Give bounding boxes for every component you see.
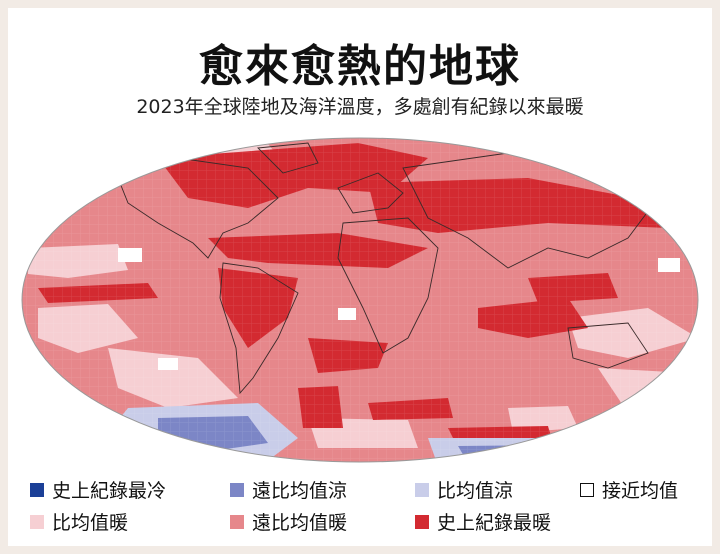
legend-item: 比均值涼 [415,476,513,503]
legend-item: 遠比均值暖 [230,508,347,535]
legend-item: 史上紀錄最暖 [415,508,551,535]
map-outline [21,137,699,463]
legend-item: 遠比均值涼 [230,476,347,503]
subtitle: 2023年全球陸地及海洋溫度，多處創有紀錄以來最暖 [136,96,584,118]
title: 愈來愈熱的地球 [199,41,521,92]
legend-swatch [415,482,429,497]
legend-item: 比均值暖 [30,508,128,535]
world-map [21,137,699,463]
legend-label: 遠比均值涼 [252,480,348,502]
legend-label: 接近均值 [602,480,679,502]
legend-label: 比均值涼 [437,480,514,502]
legend-label: 比均值暖 [52,512,129,534]
panel: 愈來愈熱的地球 2023年全球陸地及海洋溫度，多處創有紀錄以來最暖 [8,8,712,546]
legend-item: 接近均值 [580,476,678,503]
legend-swatch [580,482,594,497]
legend-swatch [30,514,44,529]
legend-label: 遠比均值暖 [252,512,348,534]
legend-swatch [415,514,429,529]
legend-swatch [230,514,244,529]
map-fill [22,138,698,462]
legend-swatch [30,482,44,497]
legend-item: 史上紀錄最冷 [30,476,166,503]
legend-label: 史上紀錄最暖 [437,512,552,534]
legend-swatch [230,482,244,497]
legend-label: 史上紀錄最冷 [52,480,167,502]
